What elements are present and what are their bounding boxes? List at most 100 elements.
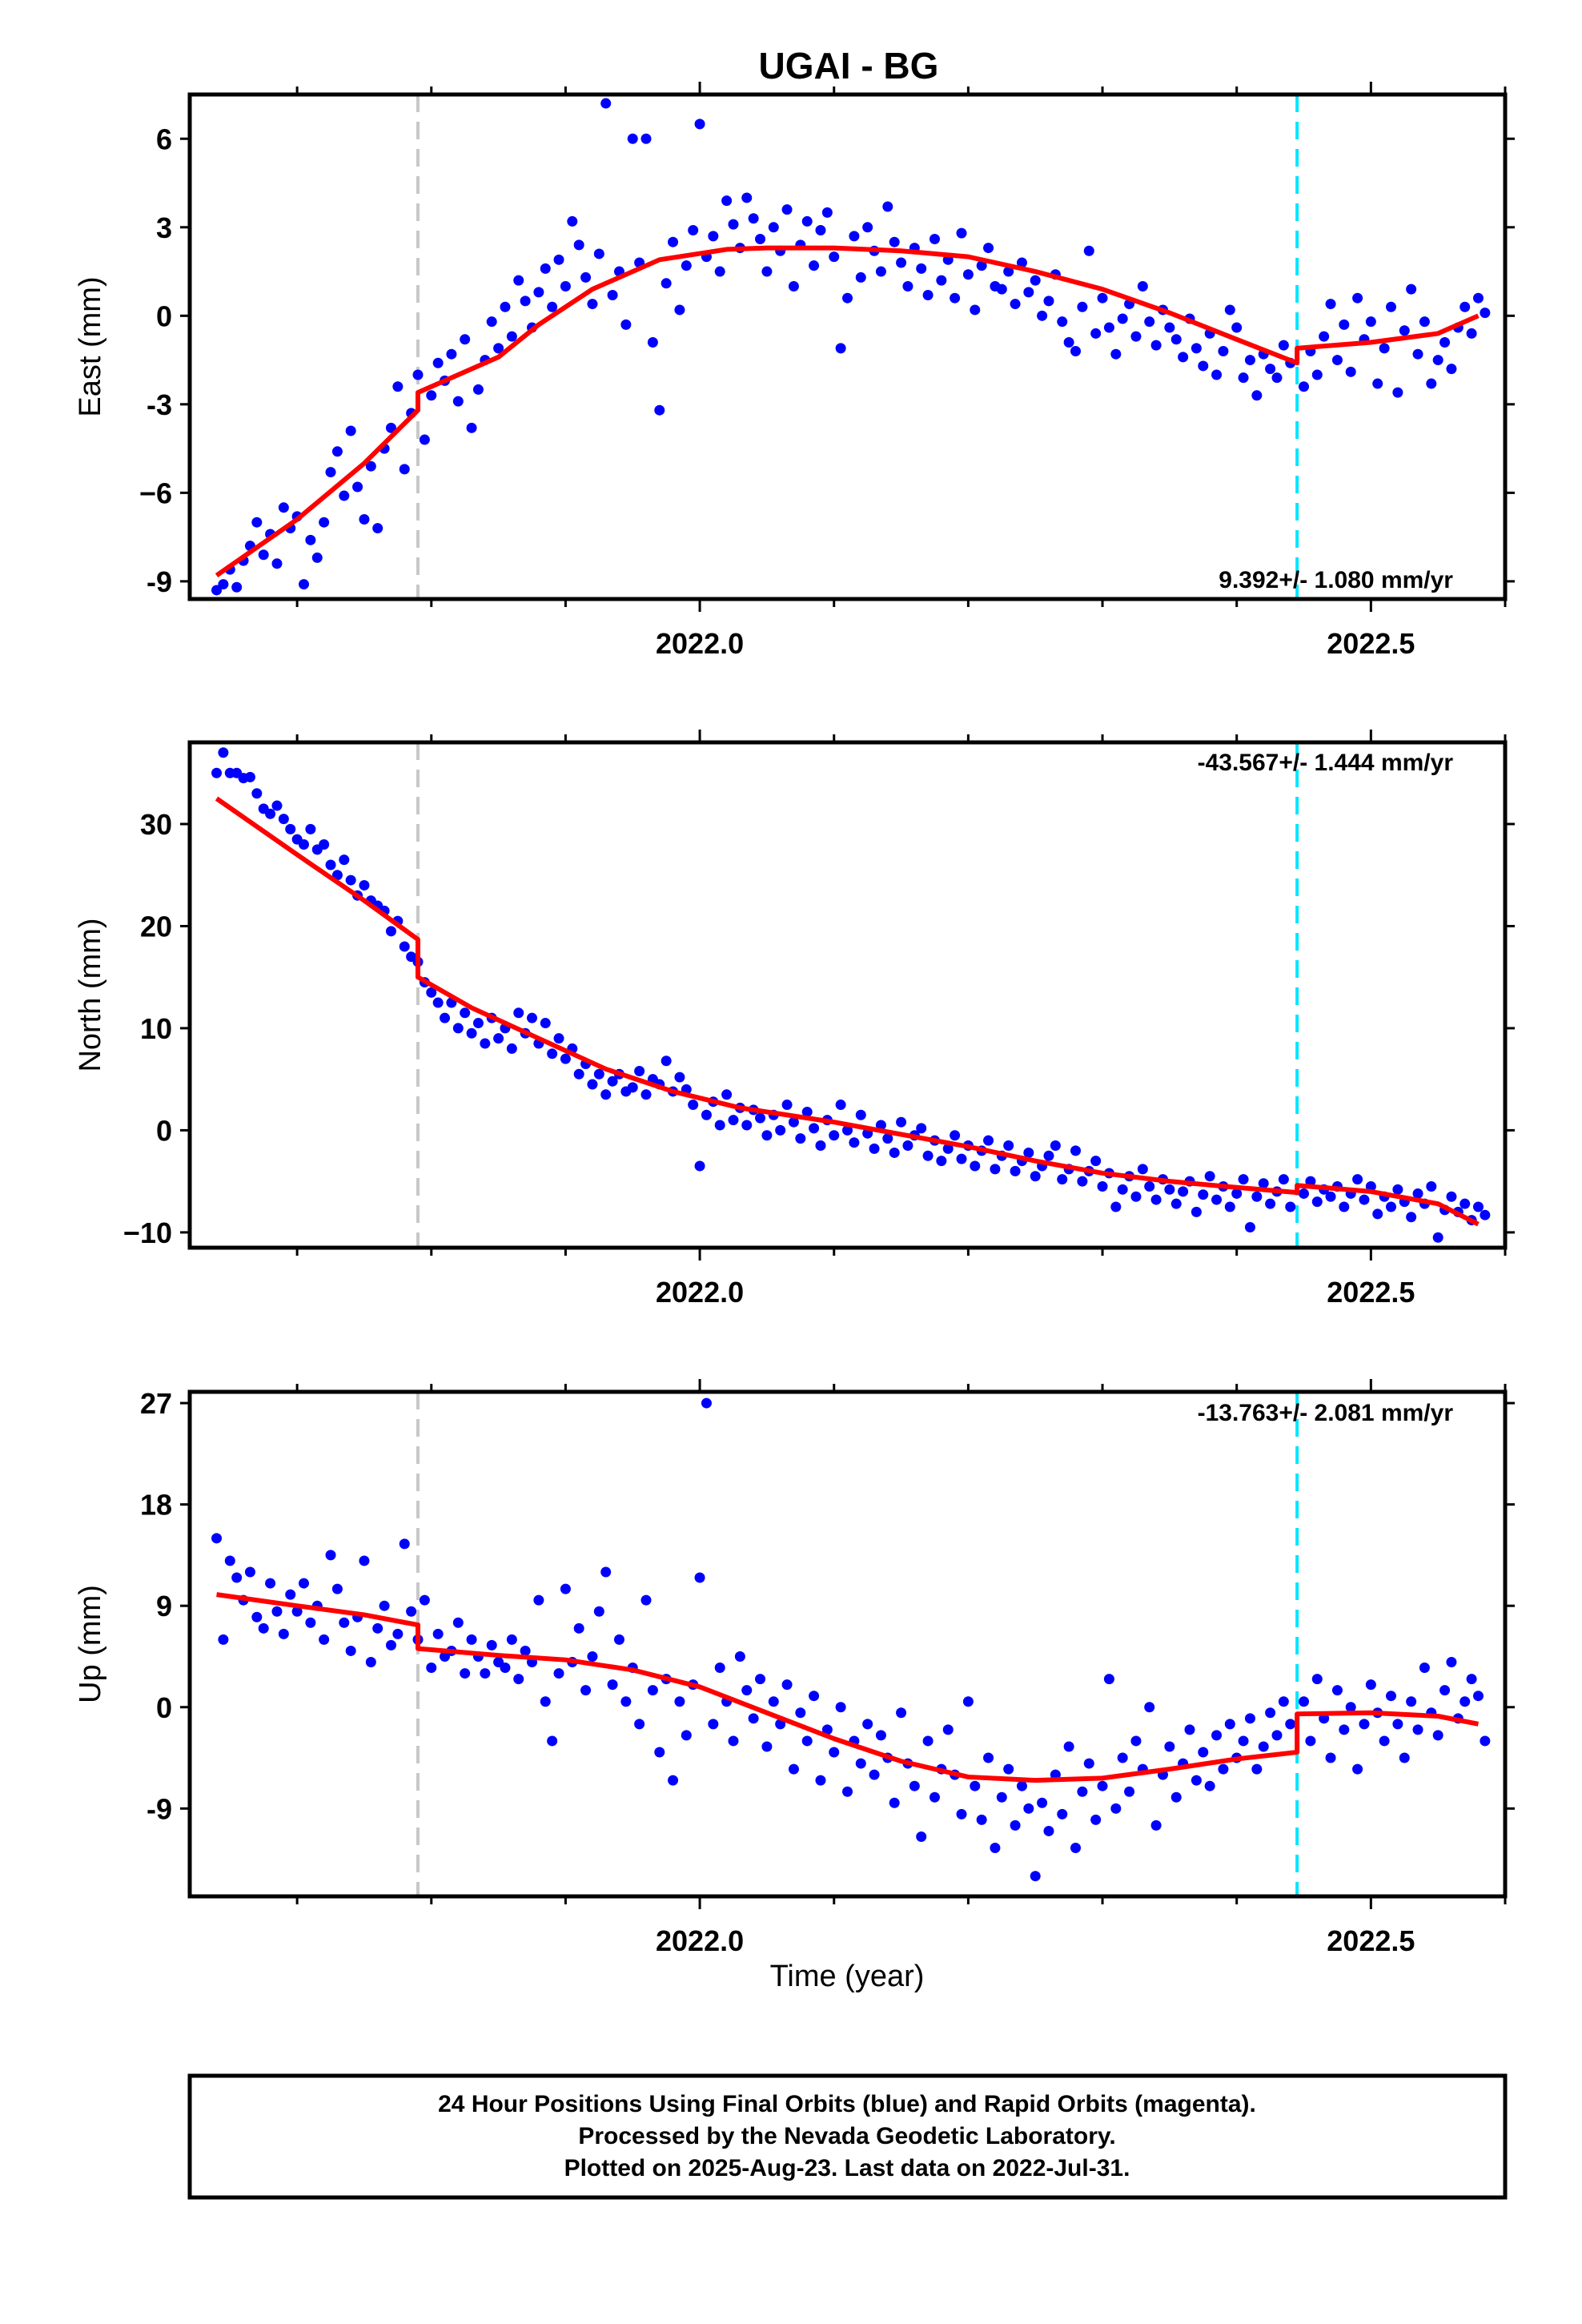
y-tick-label: −10 — [123, 1216, 172, 1249]
data-point — [674, 1696, 685, 1707]
data-point — [244, 1566, 255, 1578]
data-point — [600, 1089, 612, 1100]
data-point — [1070, 1843, 1082, 1854]
data-point — [345, 875, 356, 886]
data-point — [1224, 1719, 1235, 1730]
data-point — [1466, 1674, 1477, 1685]
data-point — [801, 1735, 813, 1747]
data-point — [325, 859, 336, 870]
data-point — [265, 808, 276, 819]
data-point — [553, 254, 564, 265]
data-point — [331, 446, 343, 457]
data-point — [634, 1719, 645, 1730]
data-point — [553, 1668, 564, 1679]
data-point — [345, 1645, 356, 1656]
data-point — [1480, 1735, 1491, 1747]
y-tick-label: −6 — [139, 476, 172, 509]
data-point — [480, 1668, 491, 1679]
data-point — [1299, 381, 1310, 392]
data-point — [1124, 1786, 1135, 1797]
data-point — [640, 1089, 652, 1100]
data-point — [1278, 340, 1289, 351]
data-point — [661, 278, 672, 289]
data-point — [466, 422, 477, 433]
data-point — [1164, 322, 1175, 333]
x-axis-label: Time (year) — [770, 1960, 925, 1993]
data-point — [513, 1674, 524, 1685]
data-point — [1103, 1674, 1114, 1685]
data-point — [1037, 1797, 1048, 1808]
data-point — [936, 275, 947, 286]
data-point — [902, 280, 913, 292]
data-point — [1010, 299, 1021, 310]
data-point — [1419, 316, 1430, 328]
data-point — [795, 1707, 806, 1719]
data-point — [493, 343, 504, 354]
data-point — [419, 1594, 430, 1606]
data-point — [1130, 331, 1142, 342]
data-point — [452, 396, 464, 407]
data-point — [862, 1719, 873, 1730]
data-point — [1460, 1696, 1471, 1707]
data-point — [1251, 1763, 1263, 1775]
data-point — [1191, 1775, 1202, 1786]
data-point — [1472, 1691, 1484, 1702]
data-point — [1406, 283, 1417, 295]
data-point — [1130, 1191, 1142, 1202]
data-point — [1204, 1780, 1215, 1791]
data-point — [1110, 1201, 1122, 1212]
data-point — [1218, 1763, 1229, 1775]
data-point — [681, 1730, 692, 1741]
data-point — [1472, 1201, 1484, 1212]
data-point — [1466, 328, 1477, 339]
data-point — [533, 287, 544, 298]
data-point — [299, 1578, 310, 1589]
data-point — [1016, 1780, 1027, 1791]
data-point — [647, 1685, 658, 1696]
data-point — [1164, 1184, 1175, 1195]
data-point — [1043, 1150, 1054, 1161]
data-point — [573, 1622, 584, 1634]
data-point — [1406, 1696, 1417, 1707]
x-tick-label: 2022.0 — [656, 627, 744, 660]
data-point — [1271, 372, 1283, 384]
data-point — [741, 192, 753, 203]
data-point — [1003, 1763, 1014, 1775]
fit-line — [216, 1592, 1480, 1783]
data-point — [1164, 1741, 1175, 1752]
data-point — [1460, 301, 1471, 312]
footer-line-2: Processed by the Nevada Geodetic Laborat… — [578, 2123, 1115, 2149]
chart-title: UGAI - BG — [759, 45, 939, 86]
data-point — [1412, 1724, 1423, 1735]
data-point — [452, 1023, 464, 1034]
data-point — [1170, 1198, 1182, 1209]
data-point — [962, 269, 974, 280]
data-point — [278, 814, 289, 825]
data-point — [1278, 1174, 1289, 1185]
data-point — [573, 239, 584, 251]
data-point — [1372, 1208, 1383, 1220]
y-tick-label: 18 — [140, 1489, 172, 1522]
data-point — [600, 1566, 612, 1578]
data-point — [305, 1617, 316, 1628]
data-point — [311, 552, 323, 563]
data-point — [741, 1120, 753, 1131]
data-point — [513, 1007, 524, 1019]
data-point — [372, 1622, 383, 1634]
data-point — [251, 517, 263, 528]
data-point — [721, 1089, 733, 1100]
data-point — [1191, 343, 1202, 354]
data-point — [1352, 1174, 1363, 1185]
data-point — [339, 1617, 350, 1628]
data-point — [1077, 1786, 1088, 1797]
data-point — [942, 1724, 954, 1735]
data-point — [1063, 336, 1074, 348]
data-point — [271, 800, 283, 811]
data-point — [359, 514, 370, 525]
data-point — [835, 343, 846, 354]
data-point — [251, 788, 263, 799]
footer-line-3: Plotted on 2025-Aug-23. Last data on 202… — [564, 2155, 1130, 2181]
data-point — [1224, 304, 1235, 316]
data-point — [587, 1079, 598, 1090]
